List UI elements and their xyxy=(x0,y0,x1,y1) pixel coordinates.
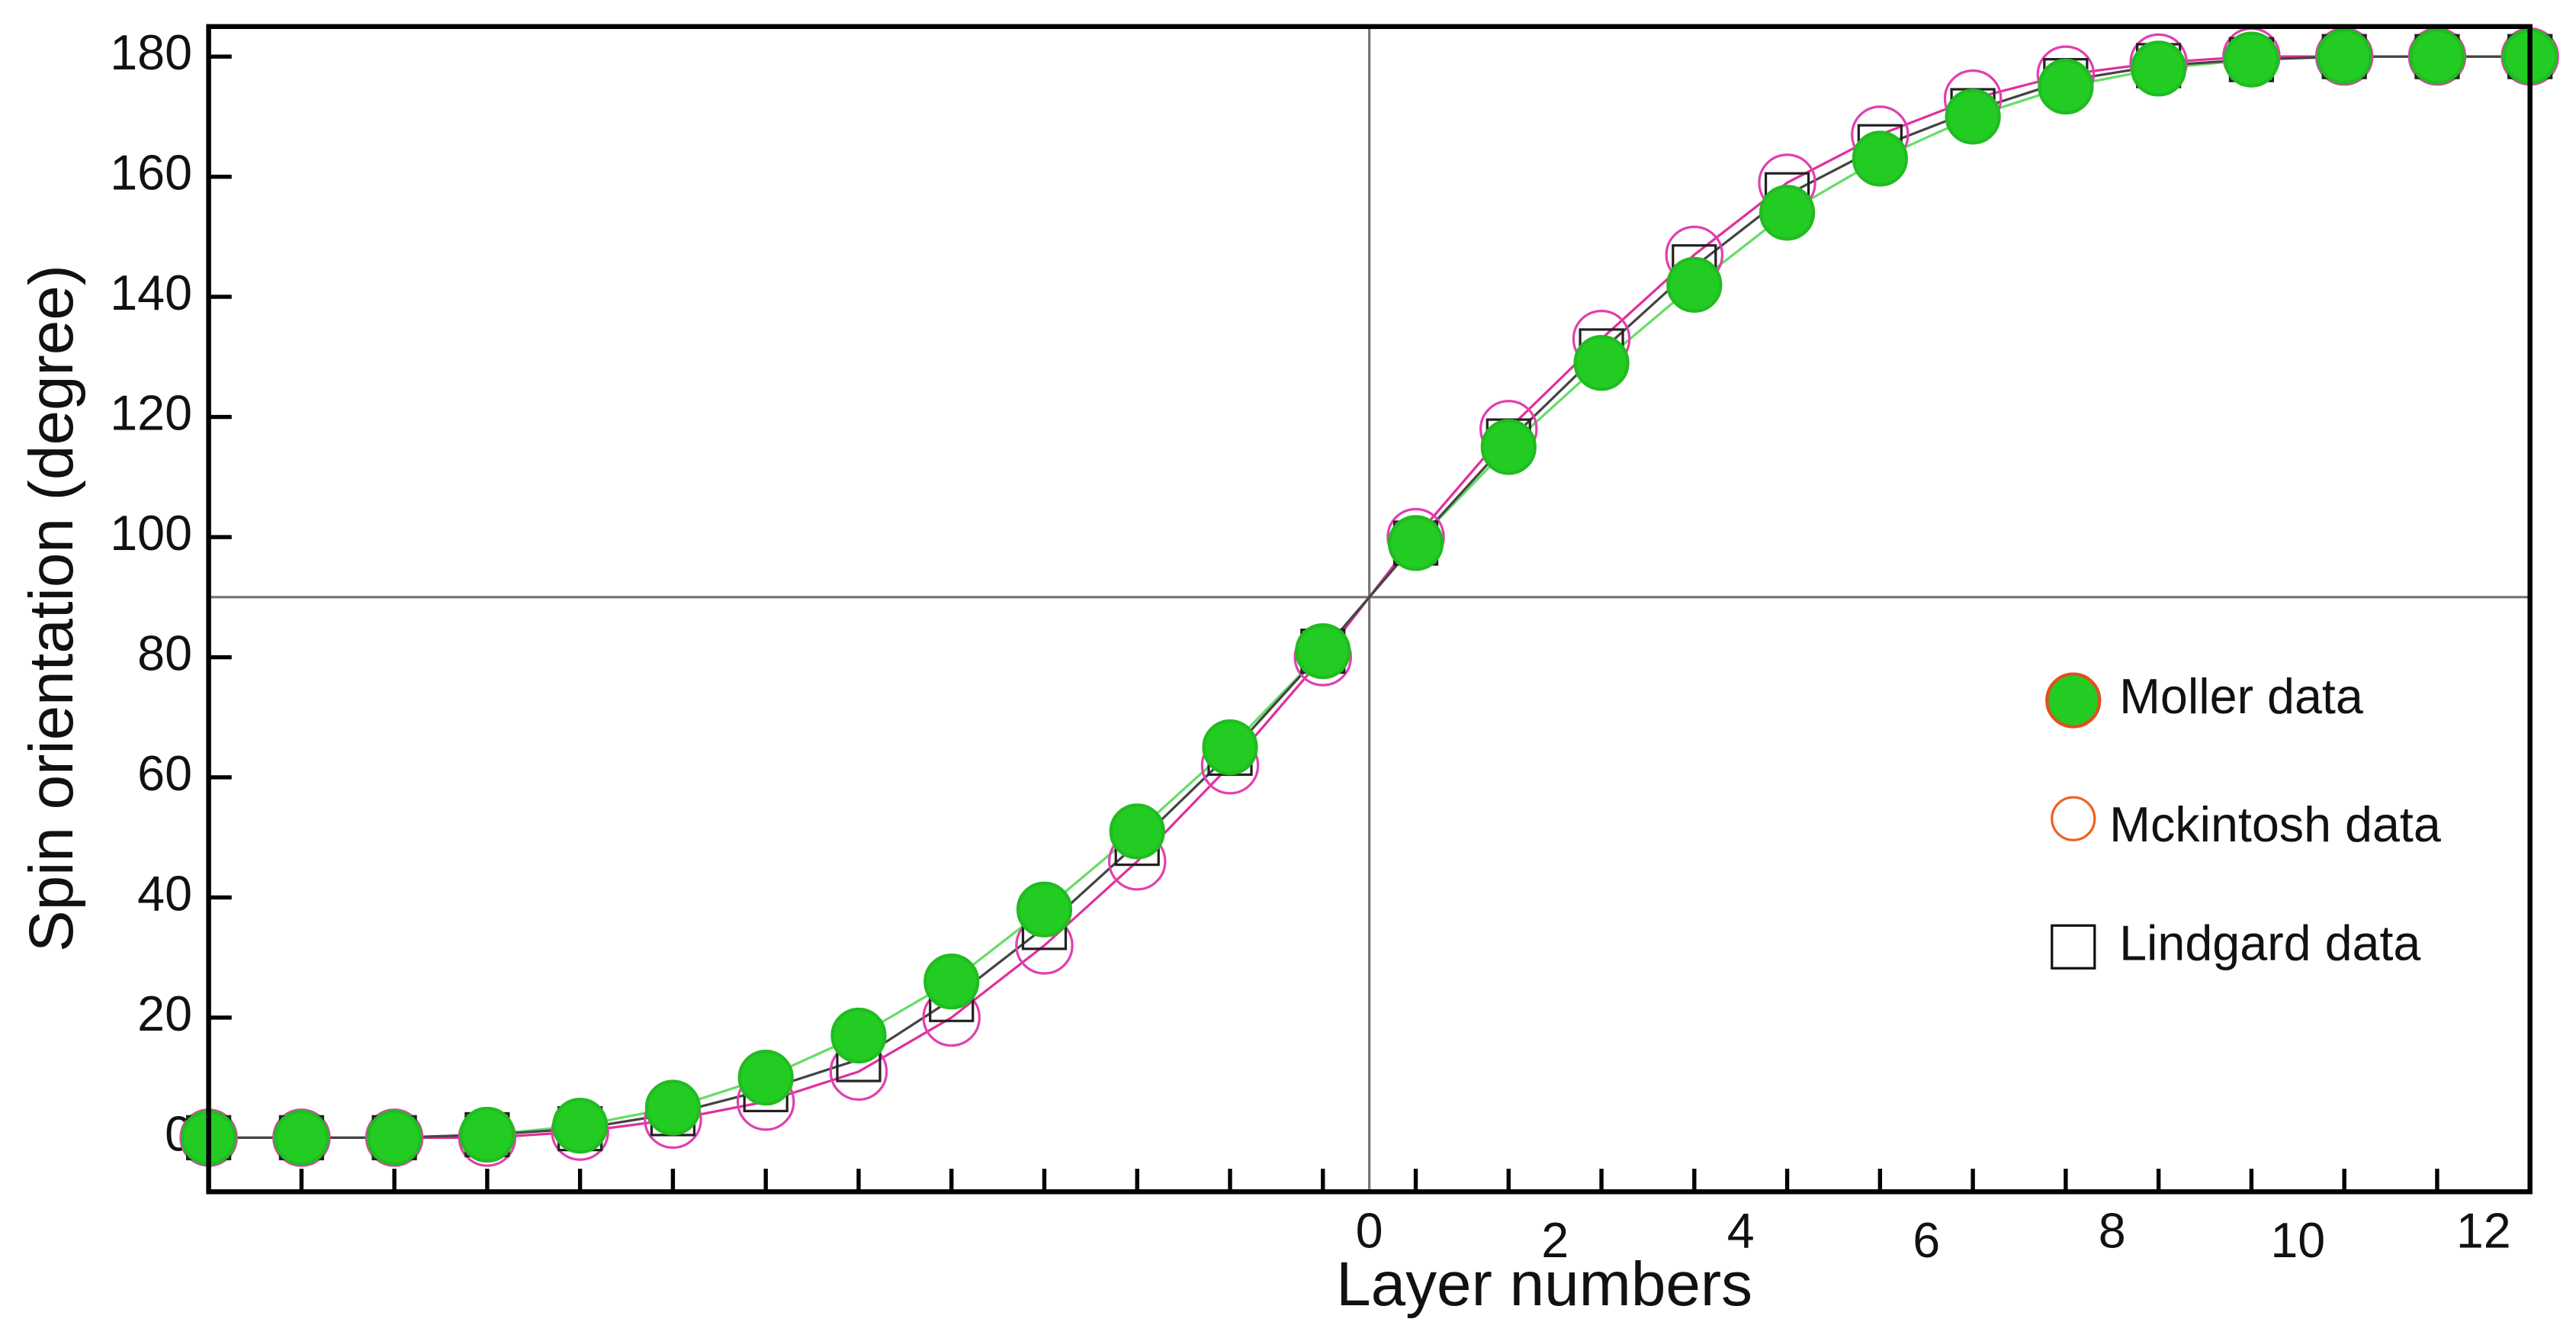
point xyxy=(923,954,980,1010)
x-tick-label: 8 xyxy=(2099,1202,2126,1258)
point xyxy=(2223,31,2280,88)
y-tick-label: 120 xyxy=(110,385,192,441)
y-tick-label: 80 xyxy=(137,626,192,681)
point xyxy=(2316,28,2372,85)
x-tick-label: 4 xyxy=(1727,1202,1755,1258)
y-axis-label: Spin orientation (degree) xyxy=(17,265,86,952)
point xyxy=(1016,881,1073,938)
y-tick-label: 140 xyxy=(110,265,192,320)
point xyxy=(1852,130,1908,187)
x-tick-label: 10 xyxy=(2270,1212,2325,1268)
y-tick-label: 40 xyxy=(137,866,192,922)
point xyxy=(1666,256,1723,313)
y-tick-label: 100 xyxy=(110,505,192,561)
point xyxy=(1945,88,2001,145)
y-tick-label: 20 xyxy=(137,986,192,1041)
y-tick-label: 180 xyxy=(110,24,192,80)
legend-label: Moller data xyxy=(2119,668,2363,724)
plot-frame xyxy=(206,24,2533,1195)
x-tick-label: 12 xyxy=(2456,1202,2511,1258)
point xyxy=(1759,185,1816,241)
legend-marker xyxy=(2045,672,2102,729)
point xyxy=(1109,803,1165,860)
point xyxy=(1480,419,1537,475)
point xyxy=(552,1098,609,1154)
legend-marker xyxy=(2051,924,2096,970)
point xyxy=(2038,58,2094,115)
point xyxy=(644,1079,702,1136)
point xyxy=(459,1106,516,1163)
point xyxy=(1202,719,1258,776)
y-tick-label: 160 xyxy=(110,145,192,201)
legend-label: Mckintosh data xyxy=(2109,796,2441,852)
point xyxy=(830,1007,887,1064)
y-tick-label: 60 xyxy=(137,745,192,801)
x-tick-label: 0 xyxy=(1356,1202,1383,1258)
x-axis-label: Layer numbers xyxy=(1336,1250,1752,1319)
point xyxy=(366,1109,422,1166)
legend-label: Lindgard data xyxy=(2119,915,2420,970)
point xyxy=(1573,335,1630,391)
point xyxy=(2131,40,2187,97)
point xyxy=(1387,515,1444,571)
point xyxy=(1295,623,1351,680)
point xyxy=(273,1109,329,1166)
legend-marker xyxy=(2051,796,2096,841)
x-tick-label: 6 xyxy=(1913,1212,1940,1268)
point xyxy=(2409,28,2465,85)
x-tick-label: 2 xyxy=(1541,1212,1569,1268)
point xyxy=(737,1050,794,1106)
